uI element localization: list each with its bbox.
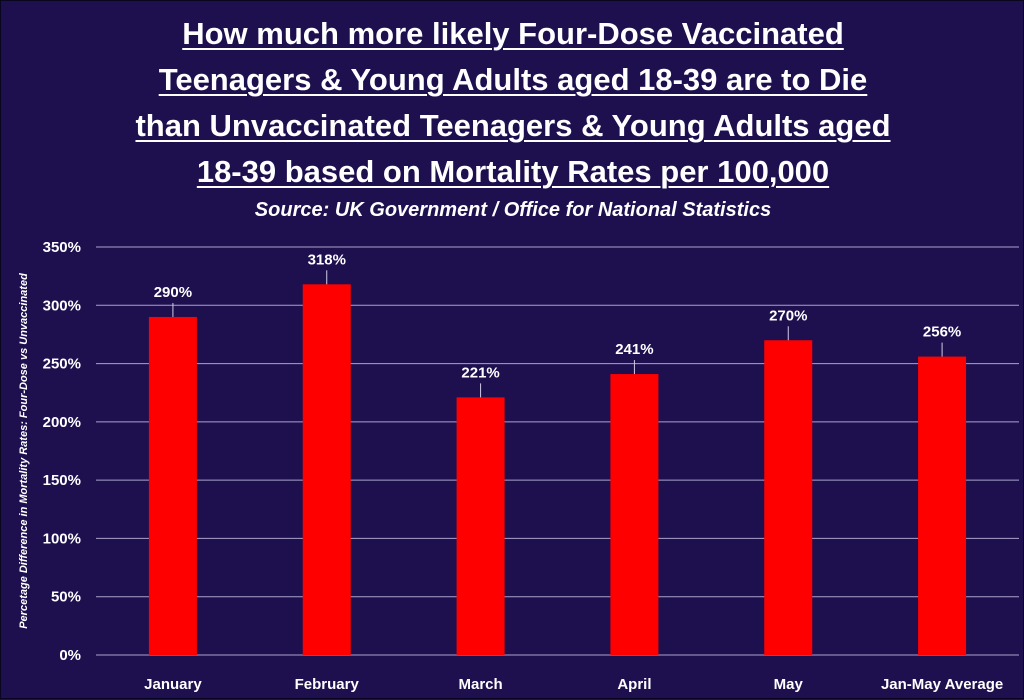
x-tick-label: February	[295, 676, 360, 693]
chart-title-line-1: How much more likely Four-Dose Vaccinate…	[182, 16, 844, 51]
data-label: 241%	[615, 341, 653, 358]
data-label: 318%	[308, 251, 346, 268]
x-tick-label: March	[458, 676, 502, 693]
x-tick-label: April	[617, 676, 651, 693]
chart-title: How much more likely Four-Dose Vaccinate…	[41, 11, 985, 195]
chart-subtitle: Source: UK Government / Office for Natio…	[254, 199, 772, 221]
chart-title-line-3: than Unvaccinated Teenagers & Young Adul…	[135, 108, 891, 143]
bar	[764, 340, 813, 655]
bar	[302, 284, 351, 655]
x-tick-label: January	[144, 676, 202, 693]
bar	[148, 316, 197, 655]
y-tick-label: 300%	[43, 297, 81, 314]
chart-title-line-2: Teenagers & Young Adults aged 18-39 are …	[158, 62, 868, 97]
y-tick-label: 250%	[43, 356, 81, 373]
y-axis-title: Percetage Difference in Mortality Rates:…	[18, 273, 30, 629]
bar	[918, 356, 967, 655]
data-label: 270%	[769, 307, 807, 324]
data-label: 290%	[154, 284, 192, 301]
x-tick-label: Jan-May Average	[881, 676, 1003, 693]
y-tick-label: 0%	[59, 647, 81, 664]
y-tick-label: 200%	[43, 414, 81, 431]
y-tick-label: 350%	[43, 239, 81, 256]
y-tick-label: 150%	[43, 472, 81, 489]
y-tick-label: 50%	[51, 589, 81, 606]
y-tick-label: 100%	[43, 530, 81, 547]
data-label: 221%	[461, 364, 499, 381]
chart-title-line-4: 18-39 based on Mortality Rates per 100,0…	[196, 154, 830, 189]
x-tick-label: May	[774, 676, 804, 693]
data-label: 256%	[923, 324, 961, 341]
bar	[456, 397, 505, 655]
bar	[610, 374, 659, 655]
